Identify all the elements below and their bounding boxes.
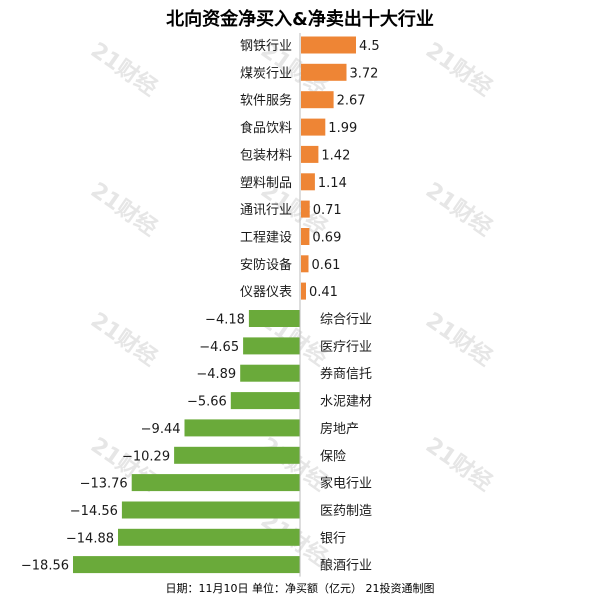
value-label: −14.56 — [70, 504, 118, 519]
watermark-text: 21财经 — [421, 307, 497, 371]
value-label: 4.5 — [359, 39, 380, 54]
category-label: 仪器仪表 — [240, 285, 292, 300]
bar-8 — [301, 228, 310, 245]
value-label: 1.14 — [318, 176, 347, 191]
value-label: −9.44 — [141, 422, 181, 437]
category-label: 保险 — [320, 449, 346, 464]
bar-1 — [301, 36, 356, 54]
bar-13 — [240, 364, 300, 382]
category-label: 通讯行业 — [240, 203, 292, 218]
bar-4 — [301, 118, 326, 136]
category-label: 银行 — [320, 531, 346, 546]
value-label: 0.61 — [312, 258, 341, 273]
bar-6 — [301, 173, 315, 191]
category-label: 医药制造 — [320, 504, 372, 519]
value-label: 3.72 — [350, 66, 379, 81]
value-label: 0.41 — [309, 285, 338, 300]
bar-11 — [248, 310, 300, 327]
category-label: 酿酒行业 — [320, 558, 372, 574]
category-label: 塑料制品 — [240, 176, 292, 191]
value-label: 0.69 — [312, 231, 341, 246]
bar-14 — [230, 392, 300, 410]
chart-footer: 日期：11月10日 单位：净买额（亿元） 21投资通制图 — [166, 581, 435, 595]
watermark-text: 21财经 — [421, 37, 497, 101]
value-label: −5.66 — [187, 395, 227, 410]
value-label: −4.18 — [205, 313, 245, 328]
watermark-text: 21财经 — [86, 307, 162, 371]
bar-9 — [301, 255, 309, 273]
watermark-text: 21财经 — [421, 432, 497, 496]
bar-12 — [243, 337, 300, 355]
category-label: 安防设备 — [240, 257, 292, 273]
watermark-text: 21财经 — [421, 177, 497, 241]
value-label: −4.89 — [196, 367, 236, 382]
bars-group: 钢铁行业 4.5 煤炭行业 3.72 软件服务 2.67 食品饮料 1.99 包装材料 1.42 塑… — [21, 36, 380, 574]
category-label: 房地产 — [320, 421, 359, 437]
category-label: 煤炭行业 — [240, 66, 292, 81]
bar-3 — [301, 91, 334, 109]
chart-title: 北向资金净买入&净卖出十大行业 — [166, 8, 434, 30]
watermark-text: 21财经 — [86, 177, 162, 241]
bar-15 — [184, 419, 300, 437]
bar-7 — [301, 200, 310, 218]
category-label: 食品饮料 — [240, 120, 292, 136]
bar-10 — [301, 282, 306, 300]
bar-16 — [174, 446, 300, 464]
bar-5 — [301, 145, 319, 163]
bar-20 — [73, 556, 300, 574]
bar-19 — [118, 528, 300, 546]
value-label: 0.71 — [313, 203, 342, 218]
category-label: 医疗行业 — [320, 340, 372, 355]
category-label: 券商信托 — [320, 366, 372, 382]
category-label: 软件服务 — [240, 93, 292, 109]
value-label: −14.88 — [66, 531, 114, 546]
bar-18 — [121, 501, 301, 519]
bar-2 — [301, 63, 347, 81]
value-label: −18.56 — [21, 559, 69, 574]
value-label: −4.65 — [199, 340, 239, 355]
bar-17 — [131, 474, 300, 492]
value-label: 1.42 — [321, 148, 350, 163]
category-label: 工程建设 — [240, 231, 292, 246]
value-label: 2.67 — [337, 94, 366, 109]
value-label: −10.29 — [122, 449, 170, 464]
category-label: 综合行业 — [320, 313, 372, 328]
category-label: 钢铁行业 — [240, 39, 292, 54]
category-label: 包装材料 — [240, 148, 292, 163]
category-label: 水泥建材 — [320, 395, 372, 410]
value-label: 1.99 — [328, 121, 357, 136]
watermark-text: 21财经 — [86, 37, 162, 101]
category-label: 家电行业 — [320, 476, 372, 492]
value-label: −13.76 — [80, 477, 128, 492]
